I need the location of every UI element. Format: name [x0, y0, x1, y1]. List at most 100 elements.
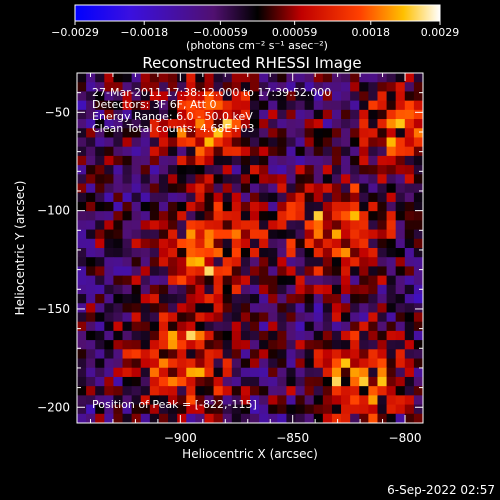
heatmap-cell: [213, 91, 224, 102]
heatmap-cell: [113, 303, 124, 314]
heatmap-cell: [286, 376, 297, 387]
heatmap-cell: [295, 413, 306, 423]
heatmap-cell: [304, 220, 315, 231]
heatmap-cell: [240, 183, 251, 194]
heatmap-cell: [140, 100, 151, 111]
heatmap-cell: [168, 340, 178, 350]
heatmap-cell: [222, 238, 233, 249]
heatmap-cell: [286, 303, 297, 314]
heatmap-cell: [259, 128, 269, 139]
heatmap-cell: [213, 266, 224, 277]
heatmap-cell: [213, 238, 224, 249]
heatmap-cell: [186, 109, 196, 120]
heatmap-cell: [341, 358, 351, 369]
heatmap-cell: [222, 155, 233, 166]
heatmap-cell: [104, 174, 115, 185]
heatmap-cell: [277, 376, 288, 387]
heatmap-cell: [140, 330, 151, 341]
heatmap-cell: [350, 119, 360, 129]
heatmap-cell: [240, 257, 251, 268]
heatmap-cell: [231, 174, 242, 185]
heatmap-cell: [168, 275, 178, 286]
heatmap-cell: [250, 294, 260, 304]
heatmap-cell: [158, 100, 169, 111]
heatmap-cell: [77, 100, 87, 111]
heatmap-cell: [213, 174, 224, 185]
heatmap-cell: [186, 155, 196, 166]
heatmap-cell: [158, 109, 169, 120]
heatmap-cell: [395, 229, 406, 240]
heatmap-cell: [77, 82, 87, 93]
heatmap-cell: [204, 165, 215, 175]
heatmap-cell: [277, 294, 288, 304]
heatmap-cell: [231, 367, 242, 378]
heatmap-cell: [104, 386, 115, 396]
heatmap-cell: [259, 303, 269, 314]
heatmap-cell: [322, 119, 333, 129]
heatmap-cell: [204, 155, 215, 166]
heatmap-cell: [277, 165, 288, 175]
heatmap-cell: [158, 192, 169, 203]
heatmap-cell: [304, 294, 315, 304]
heatmap-cell: [359, 100, 369, 111]
heatmap-cell: [168, 192, 178, 203]
heatmap-cell: [231, 395, 242, 406]
heatmap-cell: [177, 137, 187, 148]
heatmap-cell: [240, 192, 251, 203]
heatmap-cell: [286, 146, 297, 157]
heatmap-cell: [195, 211, 206, 221]
heatmap-cell: [313, 192, 324, 203]
heatmap-cell: [295, 229, 306, 240]
heatmap-cell: [186, 128, 196, 139]
heatmap-cell: [404, 220, 415, 231]
heatmap-cell: [322, 266, 333, 277]
heatmap-cell: [168, 146, 178, 157]
heatmap-cell: [413, 284, 423, 295]
heatmap-cell: [313, 155, 324, 166]
heatmap-cell: [341, 82, 351, 93]
heatmap-cell: [177, 404, 187, 415]
heatmap-cell: [168, 404, 178, 415]
heatmap-cell: [386, 358, 397, 369]
heatmap-cell: [186, 183, 196, 194]
heatmap-cell: [195, 312, 206, 323]
heatmap-cell: [377, 367, 388, 378]
heatmap-cell: [113, 248, 124, 258]
heatmap-cell: [195, 248, 206, 258]
heatmap-cell: [186, 294, 196, 304]
heatmap-cell: [213, 109, 224, 120]
heatmap-cell: [359, 109, 369, 120]
heatmap-cell: [377, 238, 388, 249]
heatmap-cell: [231, 192, 242, 203]
heatmap-cell: [377, 91, 388, 102]
heatmap-cell: [240, 100, 251, 111]
heatmap-cell: [113, 358, 124, 369]
heatmap-cell: [113, 137, 124, 148]
heatmap-cell: [377, 358, 388, 369]
heatmap-cell: [95, 303, 105, 314]
heatmap-cell: [213, 220, 224, 231]
heatmap-cell: [286, 192, 297, 203]
heatmap-cell: [122, 109, 133, 120]
heatmap-cell: [213, 211, 224, 221]
colorbar-tick-label: 0.0018: [352, 26, 391, 39]
heatmap-cell: [177, 321, 187, 332]
heatmap-cell: [140, 303, 151, 314]
heatmap-cell: [140, 137, 151, 148]
heatmap-cell: [177, 119, 187, 129]
heatmap-cell: [122, 349, 133, 360]
heatmap-cell: [304, 367, 315, 378]
heatmap-cell: [268, 330, 278, 341]
heatmap-cell: [140, 109, 151, 120]
heatmap-cell: [359, 376, 369, 387]
heatmap-cell: [122, 266, 133, 277]
heatmap-cell: [149, 303, 160, 314]
heatmap-cell: [240, 376, 251, 387]
heatmap-cell: [149, 386, 160, 396]
heatmap-cell: [413, 201, 423, 212]
heatmap-cell: [104, 165, 115, 175]
heatmap-cell: [222, 165, 233, 175]
heatmap-cell: [268, 100, 278, 111]
heatmap-cell: [268, 211, 278, 221]
heatmap-cell: [250, 119, 260, 129]
